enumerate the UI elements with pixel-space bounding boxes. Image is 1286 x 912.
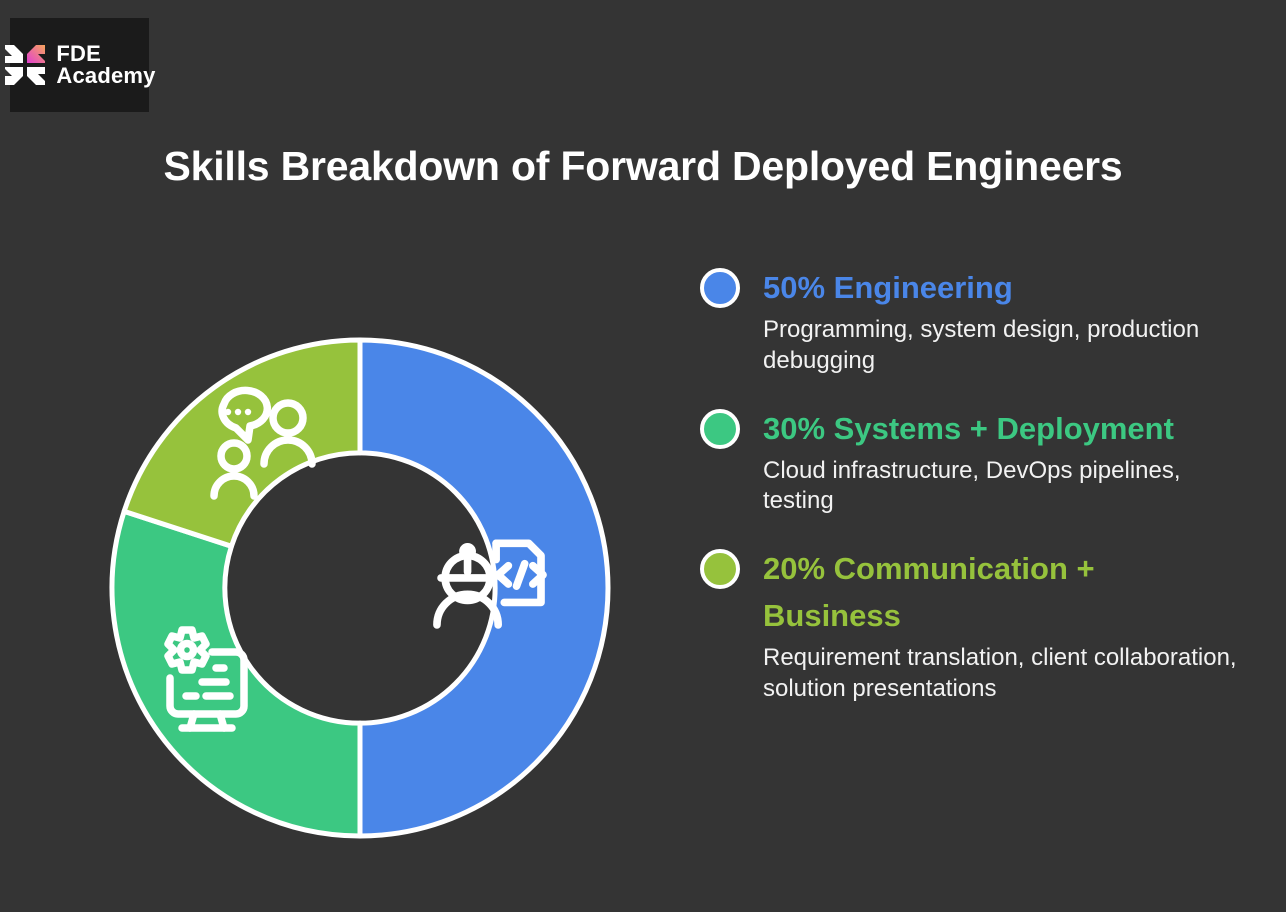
- donut-slice-systems-deployment[interactable]: [109, 508, 363, 839]
- legend-bullet-engineering: [700, 268, 740, 308]
- legend-description-systems-deployment: Cloud infrastructure, DevOps pipelines, …: [763, 456, 1181, 515]
- legend-item-systems-deployment[interactable]: 30% Systems + Deployment Cloud infrastru…: [700, 405, 1240, 518]
- legend-heading-communication-business: 20% Communication + Business: [763, 551, 1095, 634]
- legend-item-communication-business[interactable]: 20% Communication + Business Requirement…: [700, 545, 1240, 705]
- legend-bullet-communication-business: [700, 549, 740, 590]
- donut-slices: [109, 337, 611, 839]
- page-title: Skills Breakdown of Forward Deployed Eng…: [163, 143, 1123, 190]
- fde-academy-logo: FDE Academy: [5, 18, 155, 112]
- legend-text-communication-business: 20% Communication + Business Requirement…: [763, 545, 1240, 705]
- logo-line-1: FDE: [56, 40, 101, 66]
- legend-heading-systems-deployment: 30% Systems + Deployment: [763, 410, 1174, 446]
- skills-donut-chart: [104, 332, 616, 844]
- legend-description-engineering: Programming, system design, production d…: [763, 316, 1200, 374]
- legend-text-systems-deployment: 30% Systems + Deployment Cloud infrastru…: [763, 405, 1240, 518]
- donut-slice-engineering[interactable]: [357, 337, 611, 839]
- legend-description-communication-business: Requirement translation, client collabor…: [763, 644, 1237, 703]
- logo-wordmark: FDE Academy: [56, 40, 156, 88]
- fde-arrows-logo-icon: [3, 43, 47, 87]
- legend-item-engineering[interactable]: 50% Engineering Programming, system desi…: [700, 264, 1240, 377]
- donut-slice-communication-business[interactable]: [121, 337, 363, 549]
- chart-legend: 50% Engineering Programming, system desi…: [700, 264, 1240, 705]
- legend-text-engineering: 50% Engineering Programming, system desi…: [763, 264, 1240, 377]
- legend-heading-engineering: 50% Engineering: [763, 270, 1013, 305]
- logo-line-2: Academy: [56, 63, 156, 88]
- legend-bullet-systems-deployment: [700, 408, 740, 449]
